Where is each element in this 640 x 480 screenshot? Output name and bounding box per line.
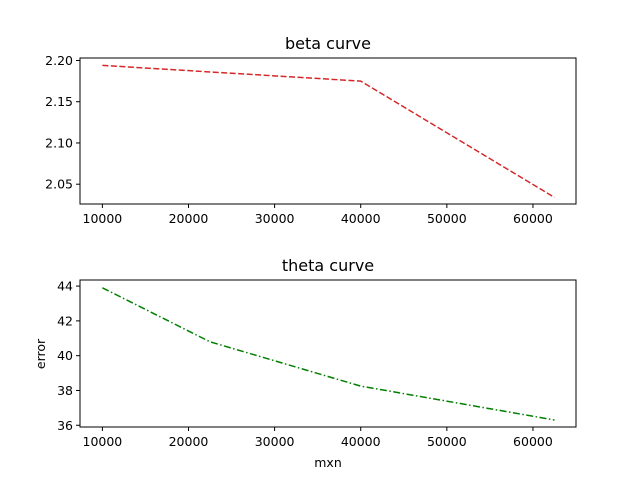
beta-ticks: 10000 20000 30000 40000 50000 60000 2.05 2.10 2.… (45, 53, 553, 226)
theta-x-axis-label: mxn (314, 455, 342, 470)
theta-chart: theta curve 10000 20000 30000 40000 50000 600… (33, 256, 577, 470)
beta-x-tick-label: 60000 (513, 211, 553, 226)
theta-x-tick-label: 10000 (83, 434, 123, 449)
theta-x-tick-label: 60000 (513, 434, 553, 449)
beta-y-tick-label: 2.15 (45, 94, 73, 109)
beta-axes-frame (79, 57, 577, 205)
beta-y-tick-label: 2.20 (45, 53, 73, 68)
theta-x-tick-label: 40000 (341, 434, 381, 449)
beta-x-tick-label: 50000 (427, 211, 467, 226)
theta-y-tick-label: 40 (57, 348, 73, 363)
beta-x-tick-label: 30000 (255, 211, 295, 226)
theta-series-line (102, 287, 555, 421)
theta-chart-title: theta curve (282, 256, 374, 275)
theta-y-axis-label: error (33, 338, 48, 369)
theta-x-tick-label: 50000 (427, 434, 467, 449)
beta-chart-title: beta curve (285, 34, 371, 53)
beta-y-tick-label: 2.10 (45, 135, 73, 150)
beta-y-tick-label: 2.05 (45, 177, 73, 192)
beta-x-tick-label: 20000 (169, 211, 209, 226)
theta-ticks: 10000 20000 30000 40000 50000 60000 36 38 40 42 44 (57, 279, 553, 449)
theta-y-tick-label: 44 (57, 279, 73, 294)
beta-series-line (102, 64, 555, 199)
theta-x-tick-label: 20000 (169, 434, 209, 449)
theta-y-tick-label: 36 (57, 418, 73, 433)
theta-axes-frame (79, 279, 577, 428)
theta-y-tick-label: 38 (57, 383, 73, 398)
beta-chart: beta curve 10000 20000 30000 40000 50000 6000… (45, 34, 577, 226)
beta-x-tick-label: 10000 (83, 211, 123, 226)
beta-x-tick-label: 40000 (341, 211, 381, 226)
theta-y-tick-label: 42 (57, 313, 73, 328)
theta-x-tick-label: 30000 (255, 434, 295, 449)
